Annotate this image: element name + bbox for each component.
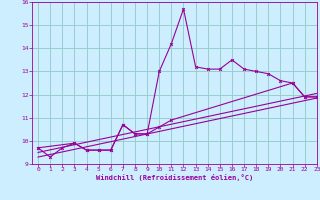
X-axis label: Windchill (Refroidissement éolien,°C): Windchill (Refroidissement éolien,°C)	[96, 174, 253, 181]
